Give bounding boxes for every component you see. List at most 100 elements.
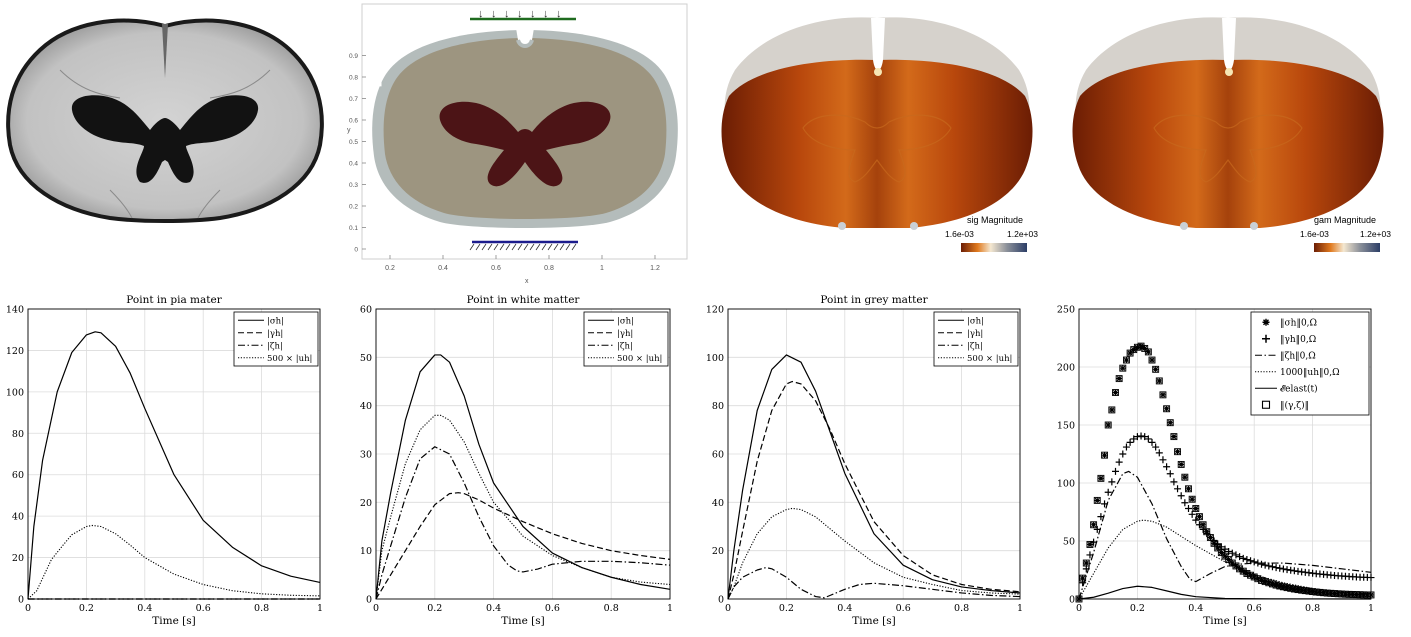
x-tick-label: 1 [667, 603, 673, 614]
y-tick-label: 50 [1063, 537, 1075, 548]
spinal-cord-photo-panel [0, 0, 330, 245]
data-point [1105, 422, 1111, 428]
chart-title: Point in white matter [467, 294, 581, 306]
data-point [1149, 357, 1155, 363]
y-tick-label: 50 [360, 353, 372, 364]
x-tick-label: 1 [317, 603, 323, 614]
data-point [1116, 376, 1122, 382]
domain-y-tick-label: 0.1 [349, 225, 358, 232]
domain-y-tick-label: 0.9 [349, 53, 358, 60]
y-tick-label: 0 [18, 595, 24, 606]
legend-marker [1263, 319, 1270, 326]
chart-title: Point in grey matter [820, 294, 928, 306]
domain-x-tick-label: 0.8 [544, 265, 554, 272]
legend-label: 1000‖uh‖0,Ω [1280, 368, 1340, 378]
y-tick-label: 0 [718, 595, 724, 606]
y-tick-label: 0 [1069, 595, 1075, 606]
strain-field [1073, 60, 1384, 228]
data-point [1109, 407, 1115, 413]
colorbar-min: 1.6e-03 [1300, 229, 1329, 239]
legend-label: |ζh| [967, 342, 983, 352]
load-arrow-icon: ↓ [491, 8, 497, 20]
y-tick-label: 60 [12, 470, 24, 481]
y-tick-label: 10 [360, 546, 372, 557]
legend-label: |γh| [967, 329, 983, 339]
hotspot [874, 68, 882, 76]
legend-label: |σh| [617, 317, 634, 327]
y-tick-label: 100 [706, 353, 724, 364]
y-tick-label: 60 [360, 305, 372, 316]
legend-label: |ζh| [267, 342, 283, 352]
x-axis-label: Time [s] [1203, 615, 1246, 627]
x-tick-label: 0.2 [427, 603, 442, 614]
sig-magnitude-panel: sig Magnitude 1.6e-03 1.2e+03 [705, 0, 1050, 270]
domain-y-tick-label: 0.5 [349, 139, 358, 146]
x-tick-label: 0.8 [254, 603, 269, 614]
legend: |σh| |γh| |ζh| 500 × |uh| [934, 312, 1018, 366]
domain-x-tick-label: 1 [600, 265, 604, 272]
data-point [1091, 522, 1097, 528]
colorbar-title: sig Magnitude [967, 215, 1023, 225]
y-tick-label: 250 [1057, 305, 1075, 316]
gam-magnitude-panel: gam Magnitude 1.6e-03 1.2e+03 [1060, 0, 1405, 270]
x-axis-label: Time [s] [501, 615, 544, 627]
chart-grey-matter-svg: 0 0.2 0.4 0.6 0.8 1020406080100120Point in gr… [695, 290, 1030, 633]
colorbar-min: 1.6e-03 [945, 229, 974, 239]
colorbar [1314, 243, 1380, 252]
chart-title: Point in pia mater [126, 294, 222, 306]
load-arrow-icon: ↓ [543, 8, 549, 20]
x-tick-label: 0.2 [779, 603, 794, 614]
legend-label: 500 × |uh| [267, 354, 312, 364]
x-axis-label: Time [s] [152, 615, 195, 627]
colorbar-max: 1.2e+03 [1360, 229, 1391, 239]
domain-y-tick-label: 0.6 [349, 118, 358, 125]
colorbar-title: gam Magnitude [1314, 215, 1376, 225]
legend-label: ‖ζh‖0,Ω [1280, 352, 1316, 362]
x-tick-label: 1 [1368, 603, 1374, 614]
data-point [1156, 378, 1162, 384]
data-point [1182, 474, 1188, 480]
data-point [1171, 434, 1177, 440]
domain-x-tick-label: 1.2 [650, 265, 660, 272]
x-tick-label: 0.6 [196, 603, 211, 614]
x-tick-label: 0.4 [137, 603, 152, 614]
hotspot [1225, 68, 1233, 76]
y-tick-label: 120 [6, 346, 24, 357]
y-tick-label: 140 [6, 305, 24, 316]
x-tick-label: 1 [1017, 603, 1023, 614]
load-arrow-icon: ↓ [530, 8, 536, 20]
x-tick-label: 0.6 [896, 603, 911, 614]
white-matter-region [384, 38, 667, 219]
legend: |σh| |γh| |ζh| 500 × |uh| [234, 312, 318, 366]
colorbar-max: 1.2e+03 [1007, 229, 1038, 239]
y-tick-label: 20 [360, 498, 372, 509]
data-point [1186, 486, 1192, 492]
spinal-cord-photo [0, 0, 330, 245]
x-tick-label: 0.6 [1247, 603, 1262, 614]
domain-y-tick-label: 0.7 [349, 96, 358, 103]
x-tick-label: 0 [373, 603, 379, 614]
y-tick-label: 80 [12, 429, 24, 440]
data-point [1167, 420, 1173, 426]
data-point [1123, 357, 1129, 363]
y-tick-label: 20 [12, 553, 24, 564]
domain-y-tick-label: 0.2 [349, 204, 358, 211]
load-arrow-icon: ↓ [504, 8, 510, 20]
data-point [1153, 366, 1159, 372]
x-tick-label: 0.8 [954, 603, 969, 614]
y-tick-label: 200 [1057, 363, 1075, 374]
chart-norms: 0 0.2 0.4 0.6 0.8 1 0 50 100 150 200 250 Time [s] ‖σh… [1045, 290, 1385, 633]
data-point [1193, 506, 1199, 512]
colorbar [961, 243, 1027, 252]
hotspot [1250, 222, 1258, 230]
y-tick-label: 40 [712, 498, 724, 509]
legend-label: 𝓔elast(t) [1280, 384, 1318, 395]
sig-magnitude-plot: sig Magnitude 1.6e-03 1.2e+03 [705, 0, 1050, 270]
data-point [1083, 560, 1089, 566]
data-point [1094, 497, 1100, 503]
load-arrow-icon: ↓ [478, 8, 484, 20]
hotspot [838, 222, 846, 230]
data-point [1113, 390, 1119, 396]
data-point [1120, 365, 1126, 371]
x-tick-label: 0.2 [79, 603, 94, 614]
